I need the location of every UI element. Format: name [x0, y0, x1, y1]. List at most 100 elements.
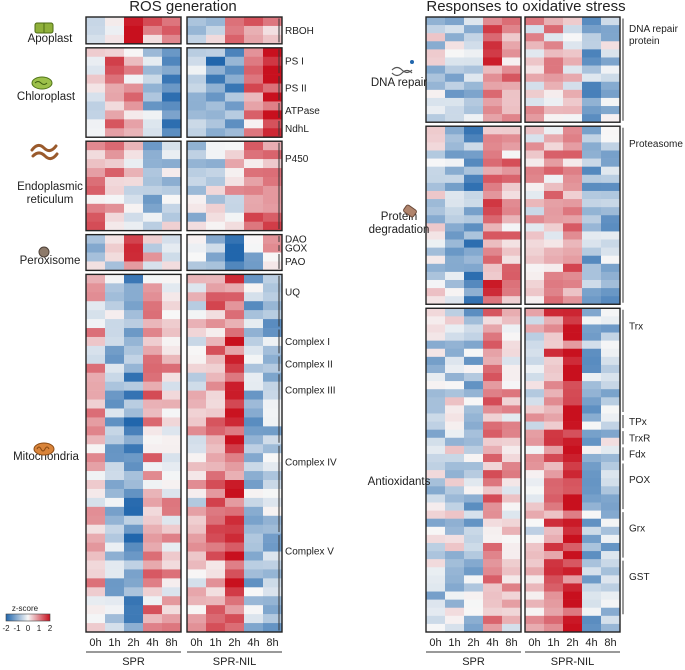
heatmap-cell: [525, 296, 545, 305]
heatmap-cell: [244, 150, 264, 160]
heatmap-cell: [244, 292, 264, 302]
heatmap-cell: [445, 271, 465, 281]
heatmap-cell: [225, 462, 245, 472]
heatmap-cell: [124, 623, 144, 633]
heatmap-cell: [225, 471, 245, 481]
heatmap-cell: [143, 65, 163, 75]
heatmap-cell: [582, 332, 602, 341]
heatmap-cell: [263, 203, 283, 214]
heatmap-cell: [582, 429, 602, 439]
heatmap-cell: [426, 97, 446, 107]
heatmap-cell: [525, 308, 545, 317]
heatmap-cell: [244, 471, 264, 481]
heatmap-cell: [206, 74, 226, 84]
heatmap-cell: [143, 185, 163, 196]
heatmap-cell: [563, 49, 583, 58]
heatmap-cell: [263, 168, 283, 178]
heatmap-cell: [483, 114, 503, 123]
heatmap-cell: [187, 614, 207, 624]
group-label: Complex I: [285, 337, 330, 348]
heatmap-cell: [525, 486, 545, 495]
heatmap-cell: [105, 533, 125, 543]
heatmap-cell: [143, 243, 163, 253]
heatmap-cell: [244, 336, 264, 347]
heatmap-cell: [124, 119, 144, 129]
heatmap-cell: [525, 199, 545, 208]
heatmap-cell: [563, 453, 583, 463]
heatmap-cell: [162, 261, 182, 271]
heatmap-cell: [263, 336, 283, 347]
heatmap-cell: [601, 17, 621, 26]
heatmap-cell: [426, 239, 446, 248]
heatmap-cell: [601, 25, 621, 34]
heatmap-cell: [525, 542, 545, 552]
heatmap-cell: [225, 372, 245, 382]
heatmap-cell: [601, 518, 621, 528]
heatmap-cell: [544, 494, 564, 503]
heatmap-cell: [426, 89, 446, 99]
heatmap-cell: [502, 559, 522, 568]
heatmap-cell: [464, 591, 484, 600]
heatmap-cell: [464, 429, 484, 439]
group-label: Proteasome: [629, 139, 683, 150]
heatmap-cell: [206, 159, 226, 169]
heatmap-cell: [464, 190, 484, 200]
heatmap-cell: [263, 150, 283, 160]
heatmap-cell: [601, 65, 621, 74]
timepoint-label: 0h: [190, 637, 202, 649]
heatmap-cell: [464, 106, 484, 115]
chloroplast-icon: [31, 76, 53, 90]
heatmap-cell: [426, 510, 446, 519]
heatmap-cell: [143, 506, 163, 517]
heatmap-cell: [86, 203, 106, 214]
heatmap-cell: [563, 263, 583, 273]
heatmap-cell: [445, 33, 465, 42]
heatmap-cell: [105, 354, 125, 365]
heatmap-cell: [582, 271, 602, 281]
heatmap-cell: [544, 623, 564, 633]
heatmap-cell: [162, 56, 182, 66]
heatmap-cell: [225, 274, 245, 284]
heatmap-cell: [263, 488, 283, 499]
heatmap-cell: [225, 34, 245, 45]
heatmap-cell: [483, 324, 503, 333]
heatmap-cell: [86, 515, 106, 526]
heatmap-cell: [162, 159, 182, 169]
heatmap-cell: [502, 502, 522, 511]
heatmap-cell: [563, 296, 583, 305]
heatmap-cell: [244, 119, 264, 129]
heatmap-cell: [225, 480, 245, 490]
heatmap-cell: [445, 494, 465, 503]
heatmap-cell: [426, 166, 446, 176]
heatmap-cell: [464, 166, 484, 176]
heatmap-cell: [124, 569, 144, 579]
heatmap-cell: [206, 212, 226, 222]
heatmap-cell: [525, 340, 545, 350]
heatmap-cell: [86, 150, 106, 160]
heatmap-cell: [502, 453, 522, 463]
heatmap-cell: [445, 575, 465, 584]
heatmap-cell: [544, 324, 564, 333]
heatmap-cell: [225, 283, 245, 293]
heatmap-cell: [225, 319, 245, 329]
heatmap-cell: [582, 405, 602, 414]
heatmap-cell: [124, 453, 144, 463]
heatmap-cell: [187, 417, 207, 427]
organelle-label: reticulum: [27, 194, 74, 206]
heatmap-cell: [143, 301, 163, 311]
heatmap-cell: [502, 308, 522, 317]
heatmap-cell: [187, 310, 207, 320]
heatmap-cell: [187, 560, 207, 570]
heatmap-cell: [601, 255, 621, 265]
heatmap-cell: [582, 308, 602, 317]
heatmap-cell: [225, 203, 245, 214]
heatmap-cell: [544, 65, 564, 74]
heatmap-cell: [525, 567, 545, 576]
heatmap-cell: [445, 340, 465, 350]
heatmap-cell: [105, 560, 125, 570]
heatmap-cell: [544, 551, 564, 560]
heatmap-cell: [143, 274, 163, 284]
heatmap-cell: [563, 421, 583, 430]
heatmap-cell: [445, 199, 465, 208]
heatmap-cell: [582, 247, 602, 256]
